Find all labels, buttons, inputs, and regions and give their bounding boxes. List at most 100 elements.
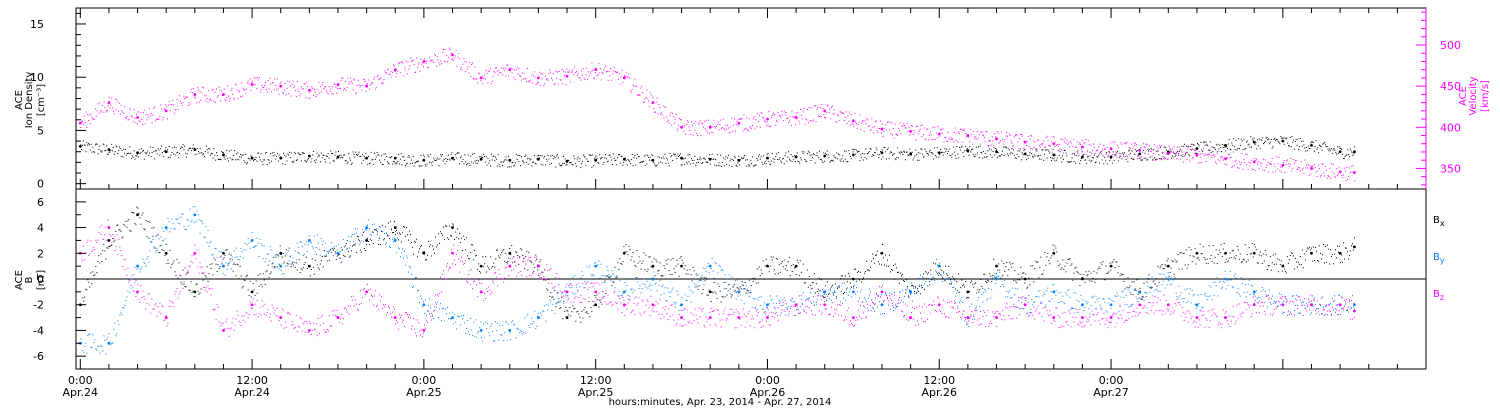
point-density bbox=[907, 154, 909, 156]
point-density bbox=[1257, 139, 1259, 141]
point-bx bbox=[239, 265, 241, 267]
point-bx bbox=[446, 225, 448, 227]
point-velocity bbox=[272, 82, 274, 84]
point-bx bbox=[1210, 255, 1212, 257]
point-density bbox=[486, 164, 488, 166]
point-density bbox=[539, 154, 541, 156]
point-bx bbox=[1229, 252, 1231, 254]
point-density bbox=[394, 163, 396, 165]
point-by bbox=[573, 293, 575, 295]
point-velocity bbox=[209, 99, 211, 101]
point-density bbox=[1195, 147, 1199, 150]
point-velocity bbox=[353, 78, 355, 80]
point-velocity bbox=[596, 75, 598, 77]
point-by bbox=[407, 271, 409, 273]
point-velocity bbox=[498, 69, 500, 71]
point-density bbox=[1210, 151, 1212, 153]
point-velocity bbox=[1126, 141, 1128, 143]
point-density bbox=[691, 158, 693, 160]
point-bx bbox=[380, 230, 382, 232]
point-bx bbox=[860, 281, 862, 283]
point-density bbox=[1302, 140, 1304, 142]
point-velocity bbox=[386, 69, 388, 71]
point-velocity bbox=[1007, 147, 1009, 149]
point-by bbox=[576, 286, 578, 288]
point-bx bbox=[986, 281, 988, 283]
point-density bbox=[478, 156, 480, 158]
point-bx bbox=[798, 274, 800, 276]
point-density bbox=[165, 147, 167, 149]
point-velocity bbox=[851, 122, 853, 124]
point-bx bbox=[992, 274, 994, 276]
point-by bbox=[624, 282, 626, 284]
point-by bbox=[92, 334, 94, 336]
point-velocity bbox=[1168, 145, 1170, 147]
point-bx bbox=[983, 273, 985, 275]
point-bx bbox=[1194, 248, 1196, 250]
point-bx bbox=[626, 251, 628, 253]
point-density bbox=[509, 158, 511, 160]
point-density bbox=[273, 151, 275, 153]
point-by bbox=[116, 333, 118, 335]
point-velocity bbox=[163, 108, 165, 110]
point-bx bbox=[340, 261, 342, 263]
point-density bbox=[496, 165, 498, 167]
point-by bbox=[201, 221, 203, 223]
point-density bbox=[990, 149, 992, 151]
point-velocity bbox=[212, 89, 214, 91]
point-bx bbox=[794, 267, 796, 269]
point-velocity bbox=[876, 130, 878, 132]
point-density bbox=[230, 149, 232, 151]
point-velocity bbox=[1287, 159, 1289, 161]
point-density bbox=[791, 160, 793, 162]
point-bx bbox=[410, 241, 412, 243]
point-velocity bbox=[289, 81, 291, 83]
point-velocity bbox=[530, 79, 532, 81]
point-density bbox=[946, 152, 948, 154]
point-by bbox=[125, 300, 127, 302]
point-by bbox=[258, 256, 260, 258]
point-bx bbox=[1039, 266, 1041, 268]
point-velocity bbox=[300, 92, 302, 94]
point-density bbox=[428, 156, 430, 158]
point-density bbox=[713, 158, 715, 160]
point-density bbox=[381, 163, 383, 165]
point-velocity bbox=[701, 122, 703, 124]
point-velocity bbox=[1163, 146, 1165, 148]
point-by bbox=[547, 309, 549, 311]
point-bx bbox=[408, 230, 410, 232]
point-velocity bbox=[496, 70, 498, 72]
point-density bbox=[175, 147, 177, 149]
point-velocity bbox=[188, 101, 190, 103]
point-velocity bbox=[739, 118, 741, 120]
point-by bbox=[254, 245, 256, 247]
point-density bbox=[482, 156, 484, 158]
point-by bbox=[111, 342, 113, 344]
point-bx bbox=[278, 263, 280, 265]
point-velocity bbox=[865, 123, 867, 125]
point-bx bbox=[1070, 264, 1072, 266]
point-velocity bbox=[417, 63, 419, 65]
point-bx bbox=[661, 275, 663, 277]
point-density bbox=[696, 162, 698, 164]
point-velocity bbox=[1284, 171, 1286, 173]
point-density bbox=[135, 155, 137, 157]
point-bx bbox=[88, 281, 90, 283]
point-by bbox=[237, 258, 239, 260]
point-velocity bbox=[977, 137, 979, 139]
point-density bbox=[893, 153, 895, 155]
point-velocity bbox=[1092, 149, 1094, 151]
point-bx bbox=[535, 254, 537, 256]
point-velocity bbox=[557, 71, 559, 73]
point-density bbox=[328, 157, 330, 159]
point-bx bbox=[741, 281, 743, 283]
point-by bbox=[569, 287, 571, 289]
point-by bbox=[350, 236, 352, 238]
point-velocity bbox=[1142, 143, 1144, 145]
point-density bbox=[1333, 148, 1335, 150]
point-bx bbox=[414, 240, 416, 242]
point-density bbox=[506, 159, 508, 161]
point-velocity bbox=[102, 111, 104, 113]
point-bx bbox=[404, 235, 406, 237]
point-velocity bbox=[1161, 159, 1163, 161]
